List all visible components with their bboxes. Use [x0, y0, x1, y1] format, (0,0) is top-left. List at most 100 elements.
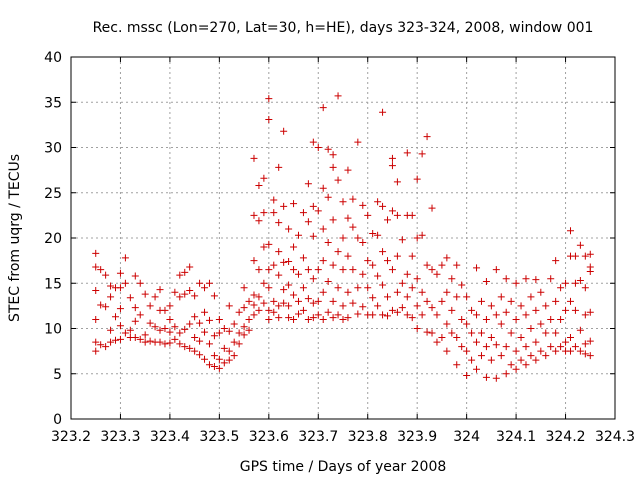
data-point — [260, 174, 268, 182]
data-point — [290, 266, 298, 274]
data-point — [571, 343, 579, 351]
data-point — [537, 288, 545, 296]
data-point — [319, 184, 327, 192]
data-point — [245, 297, 253, 305]
data-point — [354, 234, 362, 242]
data-point — [349, 266, 357, 274]
data-point — [334, 176, 342, 184]
data-point — [581, 340, 589, 348]
x-tick-label: 323.9 — [397, 429, 437, 445]
data-point — [116, 335, 124, 343]
data-point — [265, 266, 273, 274]
data-point — [413, 275, 421, 283]
data-point — [121, 254, 129, 262]
data-point — [161, 306, 169, 314]
data-point — [477, 297, 485, 305]
data-point — [201, 284, 209, 292]
data-point — [191, 313, 199, 321]
data-point — [576, 326, 584, 334]
data-point — [205, 316, 213, 324]
data-point — [557, 343, 565, 351]
data-point — [304, 218, 312, 226]
data-point — [522, 361, 530, 369]
data-point — [299, 209, 307, 217]
data-point — [131, 317, 139, 325]
data-point — [344, 166, 352, 174]
data-point — [329, 163, 337, 171]
data-point — [492, 341, 500, 349]
data-point — [522, 275, 530, 283]
data-point — [473, 311, 481, 319]
data-point — [235, 329, 243, 337]
data-point — [275, 163, 283, 171]
data-point — [388, 207, 396, 215]
data-point — [309, 299, 317, 307]
data-point — [379, 108, 387, 116]
data-point — [290, 291, 298, 299]
data-point — [290, 315, 298, 323]
data-point — [294, 310, 302, 318]
data-point — [423, 297, 431, 305]
data-point — [275, 302, 283, 310]
data-point — [186, 320, 194, 328]
data-point — [571, 252, 579, 260]
data-point — [250, 154, 258, 162]
data-point — [354, 310, 362, 318]
data-point — [527, 352, 535, 360]
data-point — [166, 339, 174, 347]
data-point — [191, 347, 199, 355]
data-point — [562, 306, 570, 314]
data-point — [423, 328, 431, 336]
data-point — [339, 315, 347, 323]
data-point — [97, 301, 105, 309]
data-point — [443, 320, 451, 328]
data-point — [116, 269, 124, 277]
data-points — [92, 92, 594, 382]
y-tick-label: 15 — [44, 276, 62, 292]
y-tick-label: 10 — [44, 322, 62, 338]
data-point — [497, 352, 505, 360]
data-point — [314, 207, 322, 215]
data-point — [92, 249, 100, 257]
data-point — [453, 261, 461, 269]
data-point — [299, 284, 307, 292]
data-point — [324, 239, 332, 247]
data-point — [191, 292, 199, 300]
data-point — [581, 252, 589, 260]
data-point — [215, 315, 223, 323]
data-point — [364, 284, 372, 292]
data-point — [166, 315, 174, 323]
data-point — [379, 248, 387, 256]
data-point — [245, 315, 253, 323]
data-point — [290, 200, 298, 208]
data-point — [112, 336, 120, 344]
data-point — [176, 340, 184, 348]
y-tick-label: 20 — [44, 231, 62, 247]
y-axis-ticks: 0 5 10 15 20 25 30 35 40 — [44, 50, 615, 428]
x-tick-label: 323.3 — [100, 429, 140, 445]
data-point — [205, 340, 213, 348]
data-point — [107, 282, 115, 290]
data-point — [201, 328, 209, 336]
data-point — [522, 343, 530, 351]
data-point — [507, 361, 515, 369]
data-point — [171, 335, 179, 343]
data-point — [255, 293, 263, 301]
data-point — [364, 257, 372, 265]
x-tick-label: 324.2 — [545, 429, 585, 445]
data-point — [141, 338, 149, 346]
data-point — [482, 277, 490, 285]
data-point — [166, 302, 174, 310]
data-point — [240, 323, 248, 331]
data-point — [448, 275, 456, 283]
data-point — [458, 315, 466, 323]
data-point — [255, 306, 263, 314]
data-point — [537, 347, 545, 355]
data-point — [97, 341, 105, 349]
data-point — [344, 252, 352, 260]
data-point — [186, 263, 194, 271]
data-point — [245, 326, 253, 334]
y-tick-label: 30 — [44, 141, 62, 157]
data-point — [275, 271, 283, 279]
data-point — [116, 305, 124, 313]
